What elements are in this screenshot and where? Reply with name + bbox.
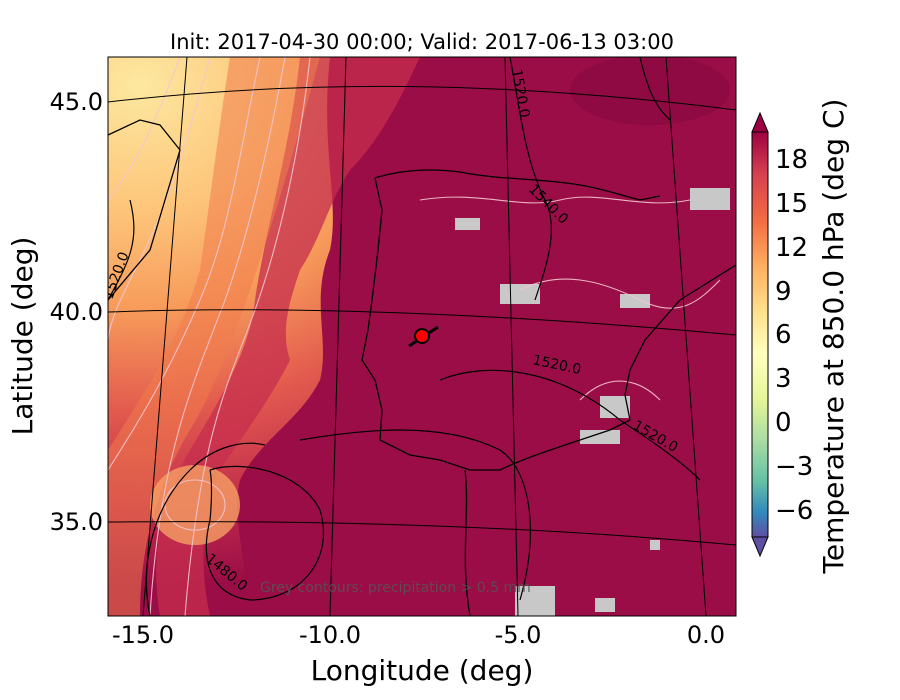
colorbar-tick-label: 12 [775,233,808,263]
map-frame [107,56,737,617]
colorbar-tick-label: −6 [775,496,813,526]
x-tick-labels: -15.0 -10.0 -5.0 0.0 [112,621,725,649]
colorbar-tick-label: 3 [775,364,792,394]
hot-region [237,57,736,616]
x-tick-label: 0.0 [687,621,725,649]
colorbar-tick-label: 18 [775,145,808,175]
x-axis-label: Longitude (deg) [311,654,534,687]
site-marker [408,325,439,348]
y-tick-labels: 45.0 40.0 35.0 [50,88,103,536]
colorbar-tick-label: 9 [775,277,792,307]
y-axis-label: Latitude (deg) [6,237,39,436]
y-tick-label: 35.0 [50,508,103,536]
grid-lines [108,57,736,616]
warm-patch [150,465,240,545]
colorbar-tick-label: 0 [775,408,792,438]
colorbar-tick-labels: 18 15 12 9 6 3 0 −3 −6 [775,145,813,526]
x-tick-label: -5.0 [495,621,542,649]
colorbar: 18 15 12 9 6 3 0 −3 −6 Temperature at 85… [751,99,850,575]
geopotential-contours [108,57,701,616]
y-tick-label: 45.0 [50,88,103,116]
x-tick-label: -15.0 [112,621,174,649]
colorbar-label: Temperature at 850.0 hPa (deg C) [817,99,850,575]
temperature-contours [108,57,721,616]
site-marker-dot [414,328,430,344]
colorbar-body [751,131,769,538]
y-tick-label: 40.0 [50,298,103,326]
colorbar-tick-label: −3 [775,452,813,482]
chart-title: Init: 2017-04-30 00:00; Valid: 2017-06-1… [170,30,674,54]
colorbar-extend-top [751,111,769,133]
colorbar-tick-label: 6 [775,320,792,350]
colorbar-tick-label: 15 [775,189,808,219]
precip-note: Grey contours: precipitation > 0.5 mm [260,580,531,596]
mid-band [108,57,320,616]
x-tick-label: -10.0 [299,621,361,649]
colorbar-extend-bottom [751,536,769,558]
map-area: 1520.0 1540.0 1520.0 1520.0 1520.0 1480.… [108,57,736,616]
